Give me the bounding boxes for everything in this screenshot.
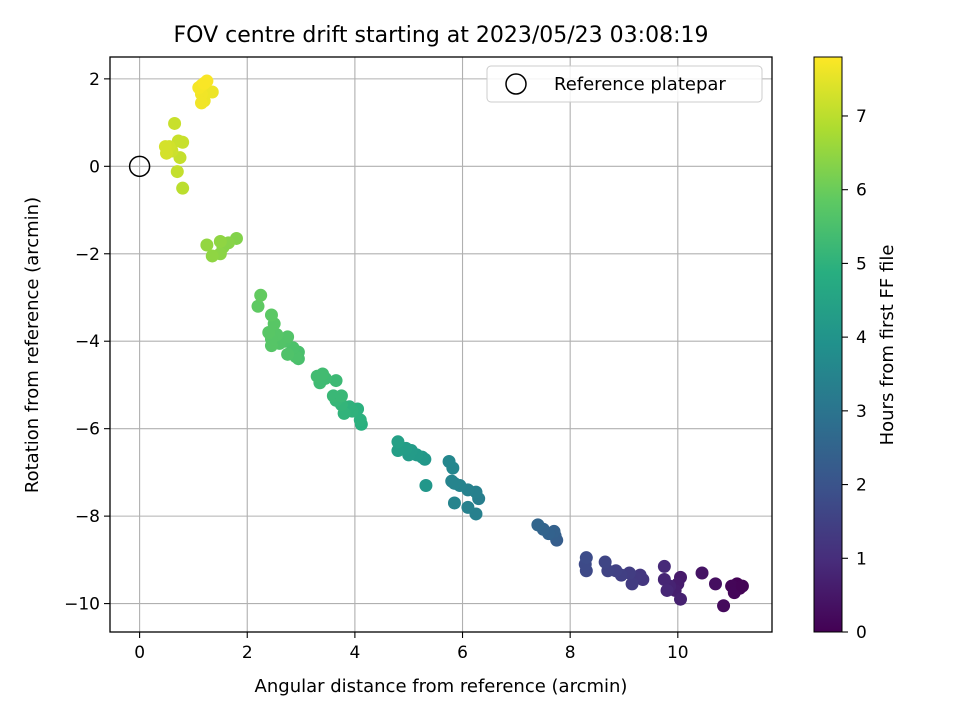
y-axis-ticks: 2 0 −2 −4 −6 −8 −10	[64, 70, 110, 615]
data-point	[200, 74, 214, 88]
data-point	[205, 85, 219, 99]
x-tick-label: 0	[134, 643, 145, 663]
data-point	[168, 116, 182, 130]
data-point	[447, 496, 461, 510]
colorbar-tick-label: 5	[856, 254, 867, 274]
data-point	[735, 579, 749, 593]
colorbar-tick-label: 1	[856, 549, 867, 569]
x-tick-label: 8	[565, 643, 576, 663]
data-point	[205, 249, 219, 263]
x-tick-label: 2	[242, 643, 253, 663]
colorbar-tick-label: 3	[856, 402, 867, 422]
x-tick-label: 10	[667, 643, 689, 663]
data-point	[158, 140, 172, 154]
data-point	[194, 96, 208, 110]
legend-box	[486, 65, 763, 103]
colorbar-label: Hours from first FF file	[877, 245, 898, 446]
chart-title: FOV centre drift starting at 2023/05/23 …	[174, 23, 709, 48]
data-point	[695, 566, 709, 580]
colorbar-tick-label: 6	[856, 181, 867, 201]
data-point	[579, 551, 593, 565]
y-tick-label: 2	[89, 70, 100, 90]
data-point	[391, 435, 405, 449]
data-point	[419, 479, 433, 493]
legend-entry-reference: Reference platepar	[554, 74, 726, 95]
y-tick-label: −10	[64, 595, 100, 615]
y-axis-label: Rotation from reference (arcmin)	[22, 197, 43, 493]
y-tick-label: −4	[75, 332, 100, 352]
colorbar-tick-label: 0	[856, 623, 867, 643]
data-point	[660, 583, 674, 597]
colorbar-tick-label: 2	[856, 476, 867, 496]
data-point	[625, 577, 639, 591]
data-point	[170, 165, 184, 179]
plot-frame	[109, 56, 773, 633]
legend-reference-marker	[505, 73, 527, 95]
data-point	[657, 573, 671, 587]
x-axis-label: Angular distance from reference (arcmin)	[255, 676, 628, 697]
y-tick-label: 0	[89, 157, 100, 177]
data-point	[708, 577, 722, 591]
colorbar-tick-label: 7	[856, 107, 867, 127]
colorbar-gradient	[813, 56, 843, 633]
data-point	[461, 500, 475, 514]
colorbar-ticks: 0 1 2 3 4 5 6 7	[842, 107, 867, 643]
data-point	[598, 555, 612, 569]
data-point	[213, 235, 227, 249]
data-point	[281, 347, 295, 361]
data-point	[353, 413, 367, 427]
colorbar: 0 1 2 3 4 5 6 7 Hours from first FF file	[813, 56, 898, 643]
data-point	[200, 238, 214, 252]
y-tick-label: −2	[75, 245, 100, 265]
y-tick-label: −6	[75, 420, 100, 440]
data-point	[264, 308, 278, 322]
data-point	[674, 592, 688, 606]
grid-lines	[110, 57, 772, 632]
legend: Reference platepar	[486, 65, 763, 103]
data-point	[176, 181, 190, 195]
data-point	[445, 474, 459, 488]
reference-platepar-marker	[128, 155, 151, 178]
x-axis-ticks: 0 2 4 6 8 10	[134, 632, 689, 663]
data-point	[531, 518, 545, 532]
y-tick-label: −8	[75, 507, 100, 527]
data-point	[316, 367, 330, 381]
data-point	[657, 559, 671, 573]
colorbar-tick-label: 4	[856, 328, 867, 348]
data-point	[254, 288, 268, 302]
data-point	[717, 599, 731, 613]
data-point	[329, 374, 343, 388]
x-tick-label: 6	[457, 643, 468, 663]
data-point	[442, 454, 456, 468]
data-point	[251, 299, 265, 313]
data-point	[334, 389, 348, 403]
scatter-points	[128, 74, 749, 613]
x-tick-label: 4	[349, 643, 360, 663]
